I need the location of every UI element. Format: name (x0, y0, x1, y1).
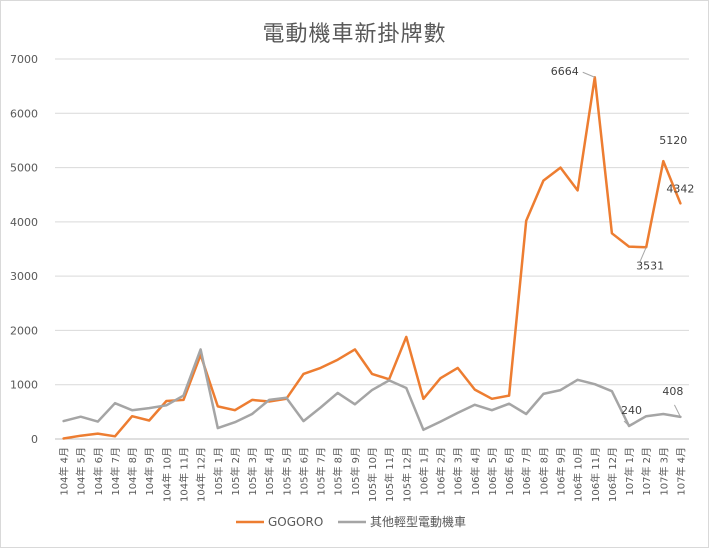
x-tick-label: 104年 11月 (178, 447, 191, 502)
series-line-1 (62, 348, 682, 432)
x-tick-label: 105年 9月 (349, 447, 362, 496)
x-tick-label: 105年 1月 (212, 447, 225, 496)
x-tick-label: 106年 2月 (435, 447, 448, 496)
y-tick-label: 7000 (10, 53, 38, 66)
y-axis: 0 1000 2000 3000 4000 5000 6000 7000 (10, 53, 38, 446)
label-leader (582, 71, 595, 78)
y-tick-label: 6000 (10, 107, 38, 120)
data-label: 6664 (551, 65, 579, 78)
y-tick-label: 2000 (10, 324, 38, 337)
data-label: 3531 (636, 259, 664, 272)
x-axis: 104年 4月 104年 5月 104年 6月 104年 7月 104年 8月 104年 … (58, 447, 688, 502)
x-tick-label: 105年 10月 (366, 447, 379, 502)
legend-label: GOGORO (268, 515, 323, 529)
x-tick-label: 106年 12月 (606, 447, 619, 502)
x-tick-label: 106年 11月 (589, 447, 602, 502)
x-tick-label: 104年 8月 (126, 447, 139, 496)
y-tick-label: 5000 (10, 162, 38, 175)
x-tick-label: 105年 8月 (332, 447, 345, 496)
label-leader (639, 247, 647, 262)
x-tick-label: 105年 12月 (400, 447, 413, 502)
x-tick-label: 104年 9月 (143, 447, 156, 496)
x-tick-label: 106年 9月 (554, 447, 567, 496)
x-tick-label: 105年 6月 (297, 447, 310, 496)
series-lines (62, 75, 682, 440)
x-tick-label: 106年 3月 (452, 447, 465, 496)
x-tick-label: 104年 12月 (195, 447, 208, 502)
x-tick-label: 107年 4月 (674, 447, 687, 496)
x-tick-label: 107年 2月 (640, 447, 653, 496)
y-tick-label: 3000 (10, 270, 38, 283)
x-tick-label: 106年 10月 (572, 447, 585, 502)
x-tick-label: 106年 7月 (520, 447, 533, 496)
label-leader (673, 404, 681, 418)
legend: GOGORO 其他輕型電動機車 (236, 514, 466, 529)
x-tick-label: 104年 10月 (160, 447, 173, 502)
x-tick-label: 106年 1月 (417, 447, 430, 496)
legend-label: 其他輕型電動機車 (370, 514, 466, 529)
data-label: 240 (621, 404, 642, 417)
gridlines (55, 58, 689, 440)
x-tick-label: 106年 8月 (537, 447, 550, 496)
x-tick-label: 105年 7月 (315, 447, 328, 496)
chart-title: 電動機車新掛牌數 (262, 22, 447, 47)
x-tick-label: 105年 4月 (263, 447, 276, 496)
data-label: 408 (662, 385, 683, 398)
y-tick-label: 4000 (10, 216, 38, 229)
x-tick-label: 105年 5月 (280, 447, 293, 496)
x-tick-label: 106年 6月 (503, 447, 516, 496)
x-tick-label: 107年 3月 (657, 447, 670, 496)
x-tick-label: 105年 3月 (246, 447, 259, 496)
y-tick-label: 1000 (10, 379, 38, 392)
x-tick-label: 104年 5月 (75, 447, 88, 496)
data-label: 5120 (659, 134, 687, 147)
x-tick-label: 104年 7月 (109, 447, 122, 496)
x-tick-label: 106年 5月 (486, 447, 499, 496)
y-tick-label: 0 (31, 433, 38, 446)
x-tick-label: 105年 11月 (383, 447, 396, 502)
x-tick-label: 106年 4月 (469, 447, 482, 496)
x-tick-label: 105年 2月 (229, 447, 242, 496)
x-tick-label: 104年 6月 (92, 447, 105, 496)
label-leader (623, 420, 630, 427)
x-tick-label: 107年 1月 (623, 447, 636, 496)
x-tick-label: 104年 4月 (58, 447, 71, 496)
data-label: 4342 (666, 182, 694, 195)
data-labels: 6664 3531 5120 4342 240 408 (551, 65, 694, 427)
